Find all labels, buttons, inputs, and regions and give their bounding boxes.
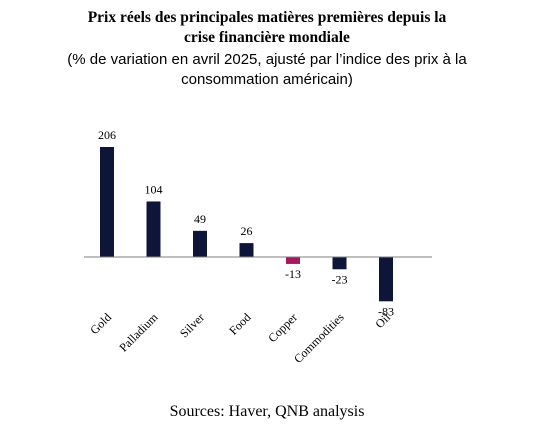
bar-silver: [193, 230, 207, 257]
data-label-food: 26: [241, 224, 253, 238]
data-label-gold: 206: [98, 128, 116, 142]
category-label-palladium: Palladium: [116, 310, 161, 355]
data-label-oil: -83: [378, 304, 394, 318]
chart-title-line-1: Prix réels des principales matières prem…: [87, 9, 447, 26]
bar-palladium: [146, 201, 161, 257]
data-label-commodities: -23: [332, 272, 348, 286]
category-label-food: Food: [226, 310, 253, 337]
data-label-copper: -13: [285, 267, 301, 281]
chart-title: Prix réels des principales matières prem…: [0, 8, 534, 48]
bar-chart: 206 Gold 104 Palladium 49 Silver 26 Food -13 Copp…: [84, 128, 432, 366]
chart-subtitle-line-1: (% de variation en avril 2025, ajusté pa…: [67, 51, 467, 68]
source-note: Sources: Haver, QNB analysis: [169, 403, 365, 420]
bar-copper: [286, 257, 300, 264]
bar-food: [239, 243, 254, 257]
category-label-commodities: Commodities: [291, 310, 347, 366]
chart-title-line-2: crise financière mondiale: [184, 29, 350, 46]
category-label-copper: Copper: [265, 310, 300, 345]
bar-oil: [379, 257, 393, 302]
bar-commodities: [332, 257, 347, 270]
chart-subtitle: (% de variation en avril 2025, ajusté pa…: [0, 50, 534, 90]
category-label-silver: Silver: [177, 310, 207, 340]
data-label-silver: 49: [194, 212, 206, 226]
category-label-gold: Gold: [87, 310, 114, 337]
bar-gold: [100, 147, 114, 257]
data-label-palladium: 104: [145, 182, 163, 196]
chart-subtitle-line-2: consommation américain): [181, 71, 353, 88]
